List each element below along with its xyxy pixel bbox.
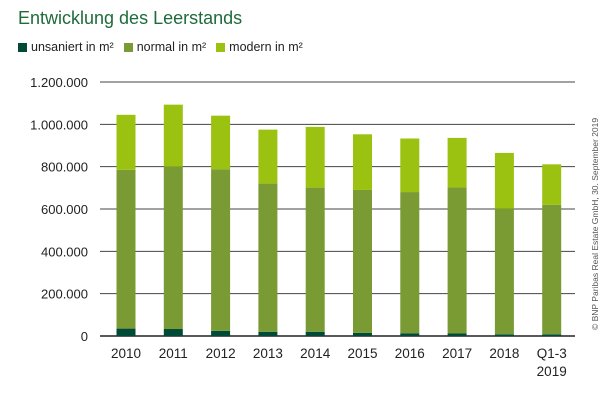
bar-segment bbox=[258, 129, 278, 184]
bar-segment bbox=[447, 333, 467, 336]
x-tick-label: Q1-3 bbox=[537, 346, 567, 361]
bar-segment bbox=[116, 328, 136, 336]
x-tick-label: 2016 bbox=[395, 346, 425, 361]
legend-label: modern in m² bbox=[229, 40, 303, 54]
y-tick-label: 600.000 bbox=[41, 202, 88, 217]
bar-segment bbox=[211, 115, 231, 170]
bar-segment bbox=[494, 334, 514, 336]
y-tick-label: 1.000.000 bbox=[30, 117, 88, 132]
y-tick-label: 800.000 bbox=[41, 160, 88, 175]
legend: unsaniert in m² normal in m² modern in m… bbox=[18, 40, 303, 54]
x-tick-label: 2017 bbox=[442, 346, 472, 361]
x-tick-label: 2018 bbox=[489, 346, 519, 361]
bar-segment bbox=[353, 332, 372, 336]
bar-segment bbox=[494, 208, 514, 335]
bar-segment bbox=[542, 164, 562, 205]
bar-segment bbox=[163, 166, 183, 330]
bar-segment bbox=[353, 134, 372, 190]
bar-segment bbox=[400, 138, 420, 193]
legend-swatch bbox=[216, 42, 226, 52]
x-tick-label: 2014 bbox=[300, 346, 331, 361]
bar-segment bbox=[116, 169, 136, 329]
legend-item-modern: modern in m² bbox=[216, 40, 303, 54]
bar-segment bbox=[542, 334, 562, 336]
chart-title: Entwicklung des Leerstands bbox=[18, 8, 243, 28]
bar-segment bbox=[400, 192, 420, 334]
bar-segment bbox=[447, 187, 467, 334]
y-tick-label: 0 bbox=[81, 329, 88, 344]
bar-segment bbox=[163, 104, 183, 167]
legend-item-unsaniert: unsaniert in m² bbox=[18, 40, 114, 54]
bar-segment bbox=[305, 187, 325, 332]
bar-segment bbox=[353, 189, 372, 333]
bar-segment bbox=[116, 114, 136, 170]
bar-segment bbox=[305, 126, 325, 188]
source-note: © BNP Paribas Real Estate GmbH, 30. Sept… bbox=[590, 117, 600, 330]
legend-label: unsaniert in m² bbox=[31, 40, 114, 54]
bar-segment bbox=[258, 331, 278, 336]
legend-label: normal in m² bbox=[136, 40, 207, 54]
bar-segment bbox=[258, 183, 278, 332]
x-tick-label: 2019 bbox=[537, 364, 567, 379]
bar-segment bbox=[211, 330, 231, 336]
legend-swatch bbox=[18, 42, 27, 52]
x-tick-label: 2011 bbox=[159, 346, 188, 361]
x-tick-label: 2010 bbox=[111, 346, 141, 361]
bar-segment bbox=[447, 137, 467, 188]
bar-segment bbox=[163, 329, 183, 336]
bar-segment bbox=[305, 331, 325, 336]
legend-item-normal: normal in m² bbox=[123, 40, 207, 54]
x-tick-label: 2012 bbox=[206, 346, 236, 361]
bar-segment bbox=[400, 333, 420, 336]
bar-segment bbox=[542, 204, 562, 335]
bar-segment bbox=[211, 169, 231, 331]
x-tick-label: 2013 bbox=[253, 346, 283, 361]
x-tick-label: 2015 bbox=[347, 346, 377, 361]
y-tick-label: 200.000 bbox=[41, 287, 88, 302]
bar-segment bbox=[494, 152, 514, 209]
y-tick-label: 1.200.000 bbox=[30, 75, 88, 90]
legend-swatch bbox=[123, 42, 133, 52]
y-tick-label: 400.000 bbox=[41, 244, 88, 259]
